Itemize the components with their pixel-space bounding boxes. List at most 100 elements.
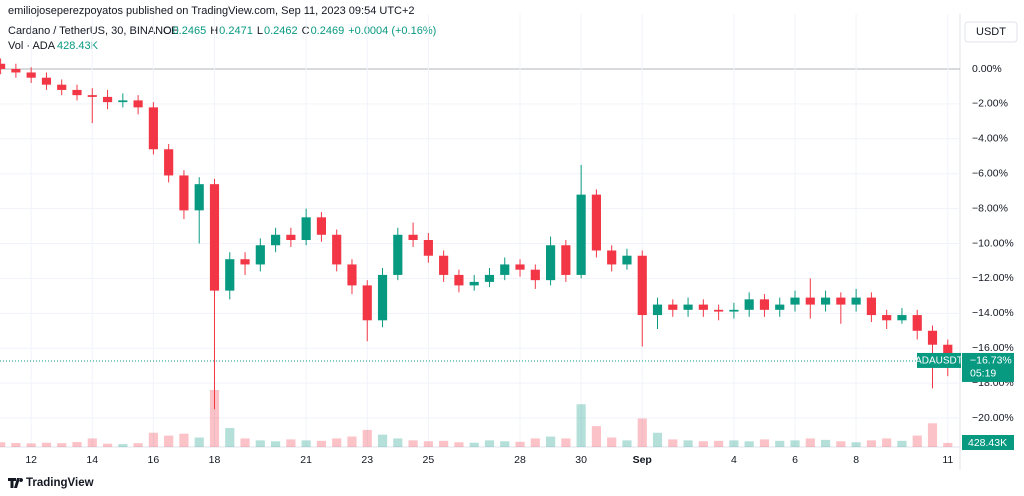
volume-bar xyxy=(469,442,479,447)
candle-body xyxy=(622,255,632,265)
candle-body xyxy=(347,264,357,286)
countdown: 05:19 xyxy=(970,368,996,380)
volume-bar xyxy=(622,440,632,447)
volume-bar xyxy=(652,432,663,447)
last-price-box xyxy=(962,352,1014,382)
volume-bar xyxy=(744,441,754,447)
last-price-label: −16.73% xyxy=(970,355,1012,367)
candle-body xyxy=(194,184,204,211)
candle-body xyxy=(240,259,250,265)
y-tick-label: −2.00% xyxy=(972,98,1008,110)
volume-bar xyxy=(194,437,204,447)
candle-body xyxy=(87,95,97,97)
candle-body xyxy=(26,72,36,78)
candle-body xyxy=(790,297,800,305)
volume-title: Vol · ADA xyxy=(8,40,56,52)
candle-body xyxy=(102,96,113,103)
candle-body xyxy=(0,63,6,69)
published: emiliojoseperezpoyatos published on Trad… xyxy=(8,5,415,17)
x-tick-label: 11 xyxy=(942,454,953,466)
ohlc-value: 0.2462 xyxy=(264,25,298,37)
candle-body xyxy=(118,100,128,103)
y-tick-label: −14.00% xyxy=(972,307,1014,319)
candle-body xyxy=(744,299,754,310)
volume-bar xyxy=(866,440,876,447)
volume-bar xyxy=(179,433,189,447)
candle-body xyxy=(729,309,739,312)
volume-bar xyxy=(362,429,372,447)
x-tick-label: 21 xyxy=(300,454,312,466)
volume-bar xyxy=(637,418,647,447)
y-tick-label: −12.00% xyxy=(972,272,1014,284)
x-tick-label: 18 xyxy=(209,454,221,466)
candle-body xyxy=(851,297,861,305)
volume-bar xyxy=(927,423,938,447)
candle-body xyxy=(148,107,158,150)
candle-body xyxy=(423,240,433,256)
x-tick-label: 4 xyxy=(731,454,737,466)
volume-bar xyxy=(836,441,846,447)
candle-body xyxy=(805,297,815,305)
symbol: Cardano / TetherUS, 30, BINANCE xyxy=(8,25,178,37)
candle-body xyxy=(41,77,52,85)
volume-bar xyxy=(545,436,556,447)
candle-body xyxy=(882,315,892,321)
currency-box[interactable] xyxy=(964,21,1018,43)
volume-bar xyxy=(133,443,143,447)
candle-body xyxy=(545,245,556,281)
volume-bar xyxy=(759,439,770,447)
volume-bar xyxy=(576,404,586,447)
candle-body xyxy=(408,234,418,241)
ohlc-key: L xyxy=(257,25,263,37)
candle-body xyxy=(515,264,525,270)
volume-bar xyxy=(271,441,281,447)
candle-body xyxy=(607,250,617,265)
brand[interactable]: TradingView xyxy=(26,477,94,489)
ohlc-key: C xyxy=(302,25,310,37)
candle-body xyxy=(576,194,586,275)
candle-body xyxy=(897,315,907,321)
candle-body xyxy=(530,269,540,281)
candle-body xyxy=(133,100,143,108)
candle-body xyxy=(469,281,479,286)
candle-body xyxy=(164,149,174,176)
x-tick-label: 30 xyxy=(575,454,587,466)
y-tick-label: −10.00% xyxy=(972,237,1014,249)
currency[interactable]: USDT xyxy=(976,26,1006,38)
volume-bar xyxy=(561,438,571,447)
volume-bar xyxy=(164,435,174,447)
candle-body xyxy=(209,184,220,291)
volume-value: 428.43K xyxy=(57,40,99,52)
x-tick-label: 23 xyxy=(361,454,373,466)
volume-bar xyxy=(0,442,6,447)
y-tick-label: −20.00% xyxy=(972,412,1014,424)
candle-body xyxy=(271,234,281,246)
volume-bar xyxy=(72,442,82,447)
x-tick-label: 14 xyxy=(86,454,98,466)
volume-bar xyxy=(87,438,97,447)
candle-body xyxy=(393,234,403,275)
ohlc-value: 0.2471 xyxy=(219,25,253,37)
volume-bar xyxy=(225,428,235,447)
candle-body xyxy=(362,285,372,321)
candle-body xyxy=(591,194,601,251)
candle-body xyxy=(500,264,510,275)
volume-bar xyxy=(790,440,800,447)
candle-body xyxy=(668,304,678,310)
candle-body xyxy=(225,259,235,291)
y-tick-label: −4.00% xyxy=(972,133,1008,145)
change: +0.0004 (+0.16%) xyxy=(348,25,436,37)
volume-bar xyxy=(515,441,525,447)
volume-bar xyxy=(530,438,540,447)
volume-bar xyxy=(26,443,36,447)
volume-bar xyxy=(851,442,861,447)
logo[interactable]: TradingView xyxy=(8,477,94,489)
ohlc-value: 0.2469 xyxy=(311,25,345,37)
candle-body xyxy=(698,304,708,310)
volume-bar xyxy=(484,440,495,447)
volume-bar xyxy=(882,438,892,447)
volume-bar xyxy=(255,440,265,447)
volume-bar xyxy=(57,443,67,447)
